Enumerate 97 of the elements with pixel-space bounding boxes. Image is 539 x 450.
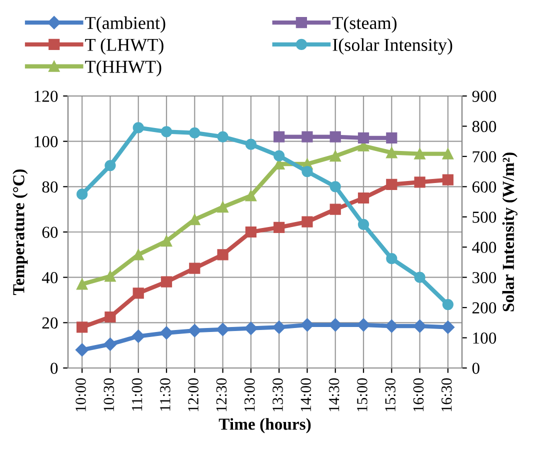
y-tick-label: 20 <box>42 317 58 329</box>
point <box>104 270 116 282</box>
point <box>76 278 88 290</box>
point <box>385 319 398 333</box>
legend-label: T(steam) <box>332 16 397 33</box>
point <box>386 147 398 158</box>
point <box>442 174 454 186</box>
y-tick-label: 80 <box>42 181 58 193</box>
legend-label: T (LHWT) <box>85 38 164 55</box>
legend-label: I(solar Intensity) <box>332 38 452 55</box>
x-tick-label: 13:00 <box>244 378 255 412</box>
y2-tick-label: 800 <box>472 120 496 132</box>
x-tick-label: 10:00 <box>76 378 86 412</box>
point <box>300 318 314 332</box>
point <box>274 222 285 234</box>
point <box>386 178 398 190</box>
point <box>442 148 454 160</box>
point <box>302 216 313 228</box>
point <box>160 326 174 340</box>
point <box>272 320 286 334</box>
y2-axis-title: Solar Intensity (W/m²) <box>502 152 518 312</box>
point <box>358 132 370 144</box>
point <box>330 181 341 192</box>
x-axis-title: Time (hours) <box>218 418 311 434</box>
y2-tick-label: 500 <box>472 212 496 223</box>
point <box>160 126 172 138</box>
point <box>358 192 370 204</box>
point <box>245 226 256 238</box>
x-tick-label: 12:30 <box>216 378 227 412</box>
point <box>302 131 313 142</box>
y-tick-label: 100 <box>34 136 58 148</box>
x-tick-label: 14:00 <box>300 378 312 412</box>
y2-tick-label: 300 <box>472 272 496 284</box>
x-tick-label: 15:30 <box>385 378 396 412</box>
point <box>274 131 285 142</box>
y2-tick-label: 100 <box>473 332 496 344</box>
y2-tick-label: 400 <box>472 242 496 254</box>
point <box>330 150 341 162</box>
point <box>442 298 454 310</box>
x-tick-label: 14:30 <box>328 378 340 412</box>
point <box>413 319 426 333</box>
point <box>189 214 200 226</box>
y-tick-label: 40 <box>42 272 58 284</box>
y2-tick-label: 900 <box>472 90 496 102</box>
x-tick-label: 16:00 <box>413 378 424 412</box>
point <box>217 131 228 142</box>
point <box>132 249 144 260</box>
x-tick-label: 13:30 <box>272 378 283 412</box>
point <box>189 262 200 274</box>
point <box>132 122 144 134</box>
point <box>104 160 116 172</box>
point <box>217 202 228 213</box>
point <box>245 190 256 202</box>
legend-label: T(HHWT) <box>85 60 162 77</box>
point <box>414 148 426 160</box>
x-tick-label: 12:00 <box>188 378 199 412</box>
point <box>274 150 285 162</box>
point <box>414 272 426 283</box>
x-tick-label: 16:30 <box>441 378 452 412</box>
point <box>160 276 172 288</box>
y2-tick-label: 0 <box>472 362 480 374</box>
point <box>414 176 426 188</box>
x-tick-label: 11:00 <box>132 378 142 411</box>
point <box>386 132 398 144</box>
y2-tick-label: 700 <box>472 151 496 162</box>
point <box>330 131 341 142</box>
point <box>76 322 88 333</box>
y-tick-label: 120 <box>34 90 58 102</box>
point <box>189 127 200 138</box>
point <box>245 138 256 150</box>
point <box>188 324 202 338</box>
point <box>358 218 370 230</box>
point <box>330 204 341 215</box>
point <box>132 330 145 343</box>
x-tick-label: 11:30 <box>160 378 170 411</box>
y-axis-title: Temperature (°C) <box>12 169 28 296</box>
point <box>104 311 116 323</box>
x-tick-label: 10:30 <box>104 378 114 412</box>
point <box>76 188 88 200</box>
point <box>75 343 89 356</box>
point <box>244 322 258 335</box>
point <box>216 322 230 336</box>
point <box>302 166 313 178</box>
point <box>217 249 228 260</box>
point <box>356 318 370 332</box>
point <box>132 288 144 299</box>
point <box>386 253 398 264</box>
point <box>104 338 117 351</box>
legend-label: T(ambient) <box>85 16 166 33</box>
y-tick-label: 60 <box>42 226 58 238</box>
point <box>160 236 172 247</box>
point <box>328 318 342 332</box>
point <box>441 320 455 334</box>
x-tick-label: 15:00 <box>357 378 368 412</box>
y2-tick-label: 200 <box>472 302 496 314</box>
y-tick-label: 0 <box>50 362 58 374</box>
y2-tick-label: 600 <box>472 181 496 193</box>
